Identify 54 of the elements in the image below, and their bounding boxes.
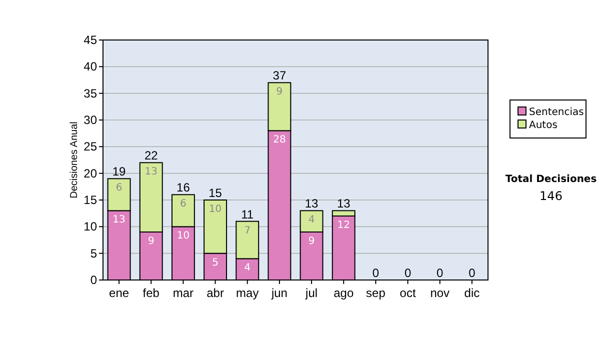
- data-label: 9: [308, 236, 315, 247]
- legend-label: Sentencias: [529, 107, 584, 118]
- total-label: 13: [336, 196, 351, 211]
- x-tick-label: jul: [304, 286, 318, 300]
- total-label: 19: [112, 164, 126, 179]
- y-tick-label: 45: [84, 33, 98, 47]
- data-label: 6: [180, 198, 186, 210]
- y-tick-label: 20: [84, 166, 98, 180]
- x-tick-label: nov: [430, 286, 450, 300]
- data-label: 5: [212, 257, 218, 268]
- data-label: 6: [116, 182, 122, 194]
- x-tick-label: sep: [366, 286, 386, 300]
- y-tick-label: 40: [84, 60, 98, 74]
- x-tick-label: jun: [270, 286, 288, 300]
- total-label: 0: [436, 266, 444, 280]
- data-label: 9: [276, 86, 283, 98]
- x-tick-label: dic: [464, 286, 480, 300]
- total-label: 37: [272, 68, 286, 83]
- y-tick-label: 35: [84, 86, 98, 100]
- y-tick-label: 10: [84, 220, 98, 234]
- total-label: 15: [208, 186, 222, 200]
- y-axis-title: Decisiones Anual: [69, 122, 80, 198]
- x-tick-label: feb: [142, 286, 160, 300]
- data-label: 10: [208, 204, 222, 215]
- x-tick-label: ene: [109, 286, 130, 300]
- legend-label: Autos: [529, 120, 558, 131]
- total-label: 0: [404, 266, 412, 280]
- data-label: 28: [273, 134, 286, 146]
- data-label: 13: [144, 166, 158, 178]
- data-label: 10: [176, 230, 190, 242]
- data-label: 13: [112, 214, 126, 226]
- y-tick-label: 5: [90, 246, 98, 260]
- total-label: 16: [176, 180, 190, 195]
- data-label: 7: [244, 225, 251, 236]
- total-label: 11: [241, 207, 254, 222]
- y-tick-label: 30: [84, 113, 98, 127]
- data-label: 4: [308, 214, 315, 226]
- total-label: 0: [468, 266, 476, 280]
- total-label: 22: [144, 148, 158, 163]
- y-tick-label: 15: [84, 193, 98, 207]
- y-tick-label: 0: [90, 273, 98, 287]
- data-label: 12: [337, 220, 350, 231]
- x-tick-label: abr: [206, 286, 224, 300]
- y-tick-label: 25: [84, 140, 98, 154]
- text: Total Decisiones: [505, 174, 597, 185]
- total-label: 0: [372, 266, 380, 280]
- x-tick-label: oct: [400, 286, 416, 300]
- x-tick-label: ago: [334, 286, 354, 300]
- data-label: 9: [148, 236, 154, 247]
- total-label: 13: [304, 196, 319, 211]
- data-label: 4: [244, 262, 251, 274]
- text: 146: [540, 189, 562, 203]
- x-tick-label: may: [236, 286, 259, 300]
- x-tick-label: mar: [172, 286, 194, 300]
